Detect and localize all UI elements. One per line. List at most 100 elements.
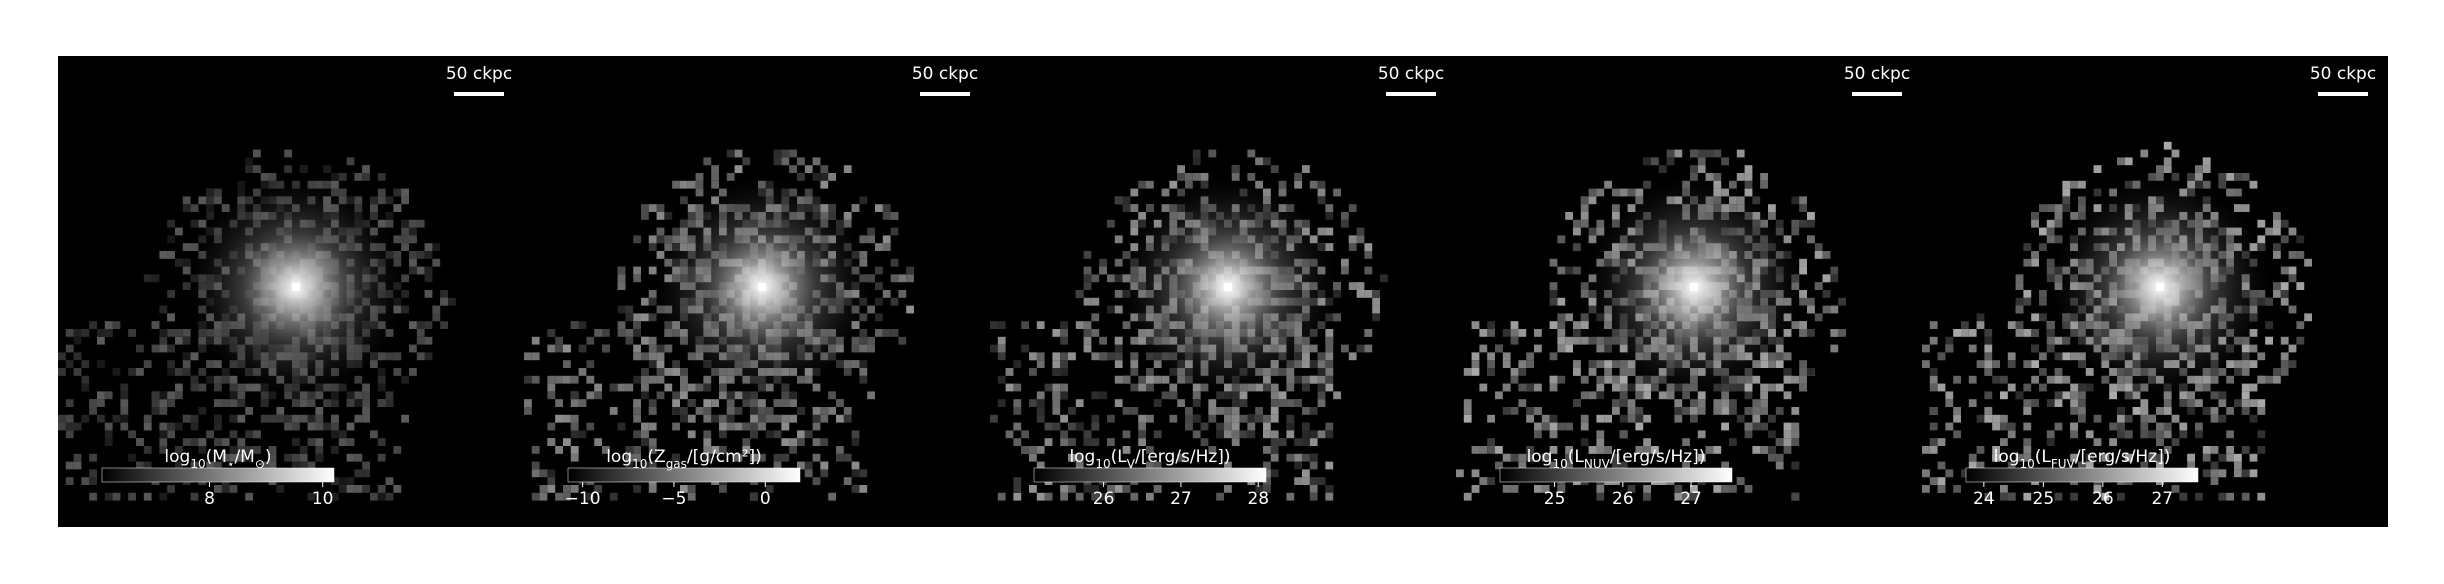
image-pixel [136, 368, 144, 376]
image-pixel [1588, 360, 1597, 368]
image-pixel [1783, 422, 1792, 431]
image-pixel [726, 391, 735, 400]
image-pixel [2304, 258, 2312, 267]
image-pixel [843, 414, 852, 423]
image-pixel [1526, 414, 1534, 423]
image-pixel [1992, 453, 2000, 462]
image-pixel [2163, 399, 2172, 407]
image-pixel [524, 352, 532, 361]
image-pixel [625, 336, 634, 345]
image-pixel [2140, 399, 2149, 407]
image-pixel [1239, 399, 1248, 407]
galaxy-center [1224, 283, 1232, 291]
image-pixel [859, 196, 868, 205]
image-pixel [1341, 344, 1349, 353]
image-pixel [214, 399, 222, 407]
image-pixel [875, 329, 883, 337]
image-pixel [1992, 446, 2000, 454]
image-pixel [617, 305, 626, 314]
image-pixel [1510, 453, 1519, 462]
image-pixel [1814, 251, 1823, 259]
image-pixel [315, 407, 324, 415]
image-pixel [2257, 235, 2266, 244]
image-pixel [1317, 196, 1326, 205]
image-pixel [625, 446, 634, 454]
image-pixel [354, 399, 363, 407]
label-part: log [606, 447, 632, 467]
image-pixel [2046, 329, 2055, 337]
image-pixel [1822, 274, 1831, 283]
image-pixel [338, 173, 347, 181]
image-pixel [875, 282, 883, 290]
image-pixel [159, 344, 168, 353]
image-pixel [190, 204, 199, 212]
image-pixel [1510, 329, 1519, 337]
image-pixel [424, 352, 433, 361]
image-pixel [1557, 321, 1566, 329]
image-pixel [1721, 399, 1729, 407]
image-pixel [1075, 453, 1084, 462]
image-pixel [641, 391, 649, 400]
image-pixel [758, 407, 766, 415]
image-pixel [1573, 360, 1581, 368]
image-pixel [1526, 407, 1534, 415]
image-pixel [1922, 360, 1930, 368]
image-pixel [2023, 383, 2032, 392]
image-pixel [354, 375, 363, 384]
image-pixel [237, 414, 246, 423]
image-pixel [882, 204, 891, 212]
image-pixel [299, 446, 308, 454]
image-pixel [633, 446, 641, 454]
image-pixel [1721, 391, 1729, 400]
image-pixel [1278, 391, 1287, 400]
image-pixel [198, 438, 207, 446]
image-pixel [1588, 336, 1597, 345]
image-pixel [89, 321, 97, 329]
image-pixel [385, 212, 394, 220]
image-pixel [2257, 492, 2266, 501]
image-pixel [633, 329, 641, 337]
image-pixel [1192, 149, 1201, 158]
image-pixel [750, 430, 758, 439]
image-pixel [890, 297, 899, 306]
image-pixel [1372, 297, 1380, 306]
image-pixel [385, 391, 394, 400]
image-pixel [1309, 180, 1318, 189]
image-pixel [1713, 173, 1722, 181]
label-part: log [1994, 447, 2020, 467]
image-pixel [1760, 399, 1768, 407]
image-pixel [409, 227, 417, 236]
image-pixel [1799, 219, 1807, 228]
image-pixel [268, 391, 277, 400]
image-pixel [1502, 453, 1511, 462]
image-pixel [882, 212, 891, 220]
image-pixel [2148, 414, 2156, 423]
image-pixel [1799, 360, 1807, 368]
image-pixel [401, 219, 409, 228]
image-pixel [1922, 344, 1930, 353]
image-pixel [182, 258, 191, 267]
image-pixel [859, 344, 868, 353]
image-pixel [1471, 469, 1480, 478]
image-pixel [1799, 196, 1807, 205]
image-pixel [2280, 352, 2289, 361]
image-pixel [143, 414, 152, 423]
image-pixel [2085, 430, 2094, 439]
image-pixel [229, 446, 238, 454]
image-pixel [2000, 492, 2008, 501]
image-pixel [2241, 360, 2250, 368]
image-pixel [1588, 227, 1597, 236]
image-pixel [1333, 313, 1341, 322]
image-pixel [1083, 274, 1092, 283]
image-pixel [2132, 407, 2141, 415]
image-pixel [2109, 383, 2117, 392]
image-pixel [2062, 204, 2071, 212]
image-pixel [1775, 352, 1784, 361]
image-pixel [1807, 305, 1815, 314]
image-pixel [1674, 492, 1683, 501]
label-part: (Z [647, 447, 665, 467]
image-pixel [1372, 313, 1380, 322]
image-pixel [175, 446, 183, 454]
image-pixel [1690, 492, 1698, 501]
image-pixel [633, 352, 641, 361]
